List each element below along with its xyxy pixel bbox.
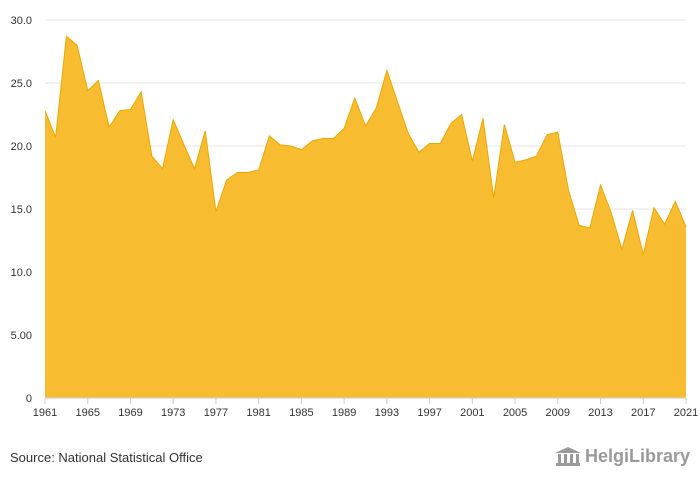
data-point-1983[interactable] [277,142,283,148]
x-tick-label: 1981 [246,407,270,419]
data-point-1969[interactable] [127,106,133,112]
data-point-1971[interactable] [149,153,155,159]
axes: 0 5.00 10.0 15.0 20.0 25.0 30.0 1961 1965 1969 197… [11,15,699,419]
y-tick-label: 20.0 [11,141,32,153]
data-point-1987[interactable] [320,135,326,141]
area-series [42,33,689,398]
data-point-1995[interactable] [405,130,411,136]
x-tick-label: 2001 [460,407,484,419]
x-tick-label: 1997 [417,407,441,419]
data-point-1990[interactable] [352,95,358,101]
y-tick-label: 25.0 [11,78,32,90]
data-point-1976[interactable] [202,128,208,134]
data-point-2007[interactable] [533,153,539,159]
data-point-2005[interactable] [512,159,518,165]
data-point-2013[interactable] [598,182,604,188]
x-tick-label: 1977 [204,407,228,419]
data-point-1993[interactable] [384,67,390,73]
data-point-1966[interactable] [95,77,101,83]
x-tick-label: 2013 [588,407,612,419]
data-point-1967[interactable] [106,124,112,130]
y-tick-label: 30.0 [11,15,32,27]
y-tick-label: 15.0 [11,204,32,216]
data-point-1968[interactable] [117,108,123,114]
data-point-1977[interactable] [213,209,219,215]
data-point-2014[interactable] [608,210,614,216]
data-point-2017[interactable] [640,251,646,257]
data-point-2009[interactable] [555,129,561,135]
data-point-1961[interactable] [42,108,48,114]
data-point-2002[interactable] [480,115,486,121]
data-point-1980[interactable] [245,169,251,175]
data-point-1973[interactable] [170,117,176,123]
data-point-1974[interactable] [181,142,187,148]
data-point-2016[interactable] [630,207,636,213]
data-point-2020[interactable] [672,198,678,204]
x-tick-label: 1973 [161,407,185,419]
data-point-1975[interactable] [192,166,198,172]
data-point-1963[interactable] [63,33,69,39]
x-tick-label: 1961 [33,407,57,419]
data-point-1964[interactable] [74,42,80,48]
data-point-1997[interactable] [427,140,433,146]
y-tick-label: 0 [26,393,32,405]
data-point-2012[interactable] [587,225,593,231]
data-point-1981[interactable] [256,167,262,173]
x-tick-label: 2005 [503,407,527,419]
x-tick-label: 1965 [75,407,99,419]
data-point-2010[interactable] [565,187,571,193]
data-point-2011[interactable] [576,222,582,228]
data-point-2021[interactable] [683,224,689,230]
data-point-1970[interactable] [138,89,144,95]
data-point-1999[interactable] [448,120,454,126]
x-tick-label: 2021 [674,407,698,419]
data-point-1972[interactable] [160,166,166,172]
x-tick-label: 1993 [375,407,399,419]
helgi-library-logo[interactable]: HelgiLibrary [554,446,690,467]
x-tick-label: 1969 [118,407,142,419]
source-note: Source: National Statistical Office [10,450,203,465]
area-line [44,35,687,255]
logo-text: HelgiLibrary [584,446,690,466]
area-chart: 0 5.00 10.0 15.0 20.0 25.0 30.0 1961 1965 1969 197… [11,15,699,419]
data-point-2000[interactable] [459,112,465,118]
data-point-1965[interactable] [85,88,91,94]
data-point-1994[interactable] [395,99,401,105]
data-point-2004[interactable] [501,122,507,128]
data-point-1984[interactable] [288,143,294,149]
data-point-1988[interactable] [330,135,336,141]
data-point-1986[interactable] [309,138,315,144]
data-point-1992[interactable] [373,105,379,111]
data-point-1985[interactable] [298,147,304,153]
data-point-2001[interactable] [469,158,475,164]
area-fill [45,36,686,398]
data-point-2018[interactable] [651,205,657,211]
x-tick-label: 2017 [631,407,655,419]
data-point-2003[interactable] [491,195,497,201]
data-point-2015[interactable] [619,246,625,252]
data-point-1962[interactable] [53,134,59,140]
data-point-2008[interactable] [544,132,550,138]
data-point-1982[interactable] [266,133,272,139]
x-tick-label: 2009 [546,407,570,419]
y-tick-label: 5.00 [11,330,32,342]
data-point-1996[interactable] [416,149,422,155]
x-tick-label: 1985 [289,407,313,419]
data-point-1989[interactable] [341,125,347,131]
library-building-icon [554,446,581,466]
data-point-1979[interactable] [234,169,240,175]
data-point-2019[interactable] [662,221,668,227]
data-point-2006[interactable] [523,157,529,163]
data-point-1998[interactable] [437,140,443,146]
y-tick-label: 10.0 [11,267,32,279]
data-point-1978[interactable] [224,177,230,183]
data-point-1991[interactable] [363,123,369,129]
x-tick-label: 1989 [332,407,356,419]
